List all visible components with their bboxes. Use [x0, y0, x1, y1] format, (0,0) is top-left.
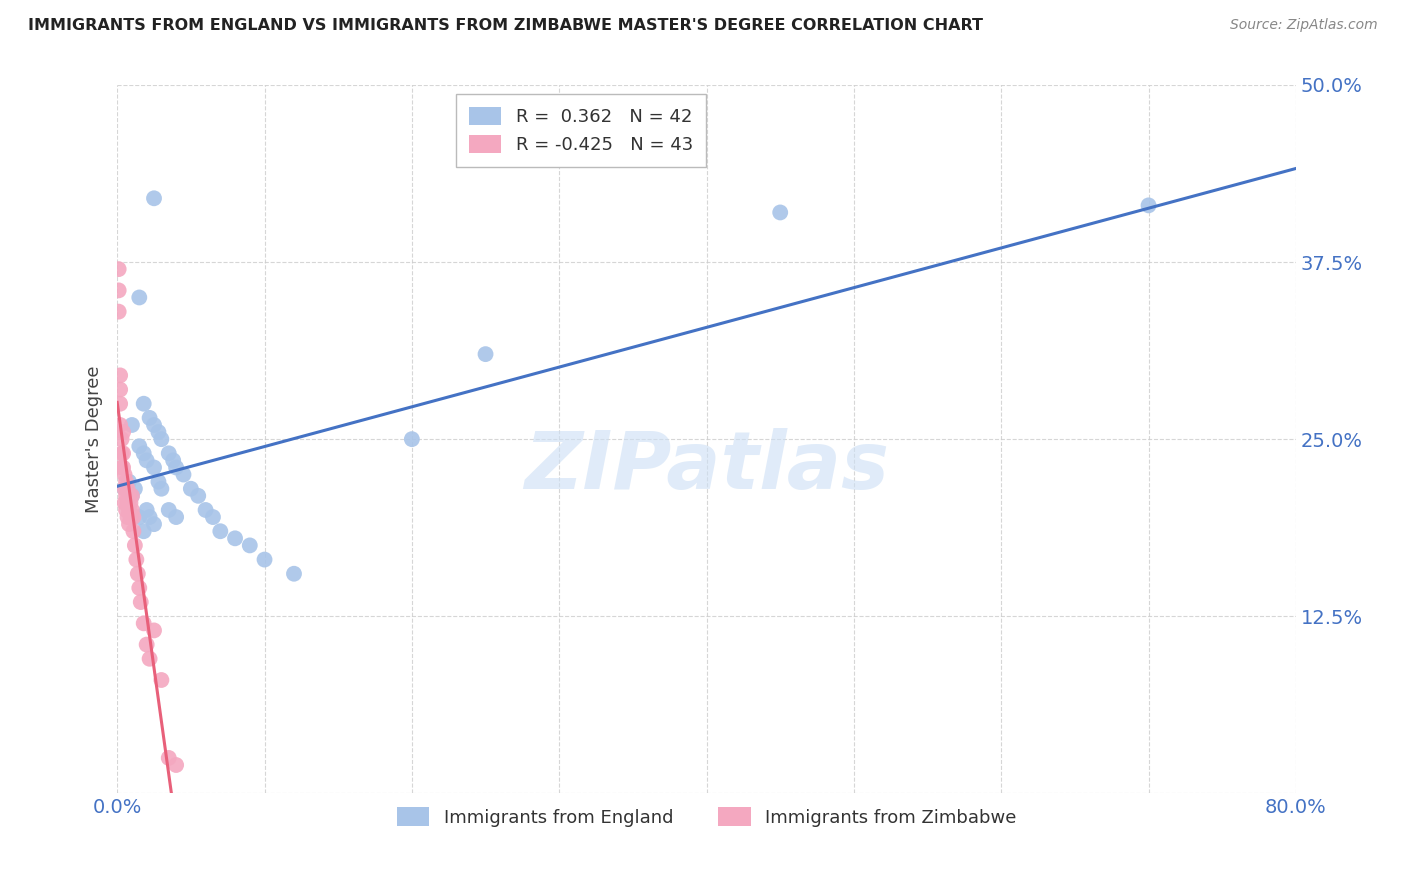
- Point: [173, 467, 195, 482]
- Point: [107, 284, 129, 298]
- Point: [114, 482, 136, 496]
- Point: [157, 751, 180, 765]
- Point: [120, 496, 142, 510]
- Point: [165, 460, 187, 475]
- Point: [118, 475, 141, 489]
- Point: [110, 432, 132, 446]
- Point: [107, 262, 129, 277]
- Point: [148, 475, 170, 489]
- Point: [148, 425, 170, 439]
- Point: [128, 439, 150, 453]
- Point: [201, 510, 224, 524]
- Point: [115, 475, 138, 489]
- Point: [110, 460, 132, 475]
- Point: [138, 652, 160, 666]
- Point: [112, 425, 135, 439]
- Point: [132, 446, 155, 460]
- Point: [121, 489, 143, 503]
- Point: [121, 489, 143, 503]
- Point: [150, 673, 173, 687]
- Point: [474, 347, 496, 361]
- Point: [194, 503, 217, 517]
- Point: [128, 510, 150, 524]
- Point: [108, 397, 131, 411]
- Point: [162, 453, 184, 467]
- Point: [135, 638, 157, 652]
- Point: [135, 453, 157, 467]
- Point: [132, 524, 155, 539]
- Point: [187, 489, 209, 503]
- Point: [143, 460, 166, 475]
- Point: [121, 417, 143, 432]
- Point: [114, 482, 136, 496]
- Point: [165, 758, 187, 772]
- Point: [115, 503, 138, 517]
- Point: [112, 446, 135, 460]
- Point: [117, 510, 139, 524]
- Point: [283, 566, 305, 581]
- Point: [143, 191, 166, 205]
- Point: [128, 581, 150, 595]
- Point: [209, 524, 232, 539]
- Point: [157, 503, 180, 517]
- Point: [224, 531, 246, 545]
- Point: [165, 510, 187, 524]
- Point: [143, 624, 166, 638]
- Point: [132, 616, 155, 631]
- Point: [127, 566, 149, 581]
- Point: [180, 482, 202, 496]
- Point: [769, 205, 792, 219]
- Point: [118, 517, 141, 532]
- Point: [132, 397, 155, 411]
- Point: [138, 410, 160, 425]
- Point: [112, 460, 135, 475]
- Point: [401, 432, 423, 446]
- Point: [1137, 198, 1160, 212]
- Point: [107, 304, 129, 318]
- Text: Source: ZipAtlas.com: Source: ZipAtlas.com: [1230, 18, 1378, 32]
- Point: [110, 446, 132, 460]
- Point: [157, 446, 180, 460]
- Point: [108, 368, 131, 383]
- Point: [125, 552, 148, 566]
- Point: [143, 517, 166, 532]
- Point: [124, 538, 146, 552]
- Point: [115, 489, 138, 503]
- Point: [114, 467, 136, 482]
- Text: IMMIGRANTS FROM ENGLAND VS IMMIGRANTS FROM ZIMBABWE MASTER'S DEGREE CORRELATION : IMMIGRANTS FROM ENGLAND VS IMMIGRANTS FR…: [28, 18, 983, 33]
- Point: [253, 552, 276, 566]
- Point: [117, 482, 139, 496]
- Point: [239, 538, 262, 552]
- Point: [108, 383, 131, 397]
- Point: [122, 510, 145, 524]
- Point: [122, 524, 145, 539]
- Point: [121, 503, 143, 517]
- Text: ZIPatlas: ZIPatlas: [524, 428, 889, 507]
- Legend: Immigrants from England, Immigrants from Zimbabwe: Immigrants from England, Immigrants from…: [389, 800, 1024, 834]
- Point: [118, 503, 141, 517]
- Point: [138, 510, 160, 524]
- Point: [135, 503, 157, 517]
- Point: [114, 496, 136, 510]
- Point: [120, 510, 142, 524]
- Point: [118, 489, 141, 503]
- Point: [117, 496, 139, 510]
- Point: [150, 432, 173, 446]
- Point: [150, 482, 173, 496]
- Point: [124, 482, 146, 496]
- Point: [108, 417, 131, 432]
- Point: [128, 290, 150, 304]
- Point: [143, 417, 166, 432]
- Y-axis label: Master's Degree: Master's Degree: [86, 366, 103, 513]
- Point: [129, 595, 152, 609]
